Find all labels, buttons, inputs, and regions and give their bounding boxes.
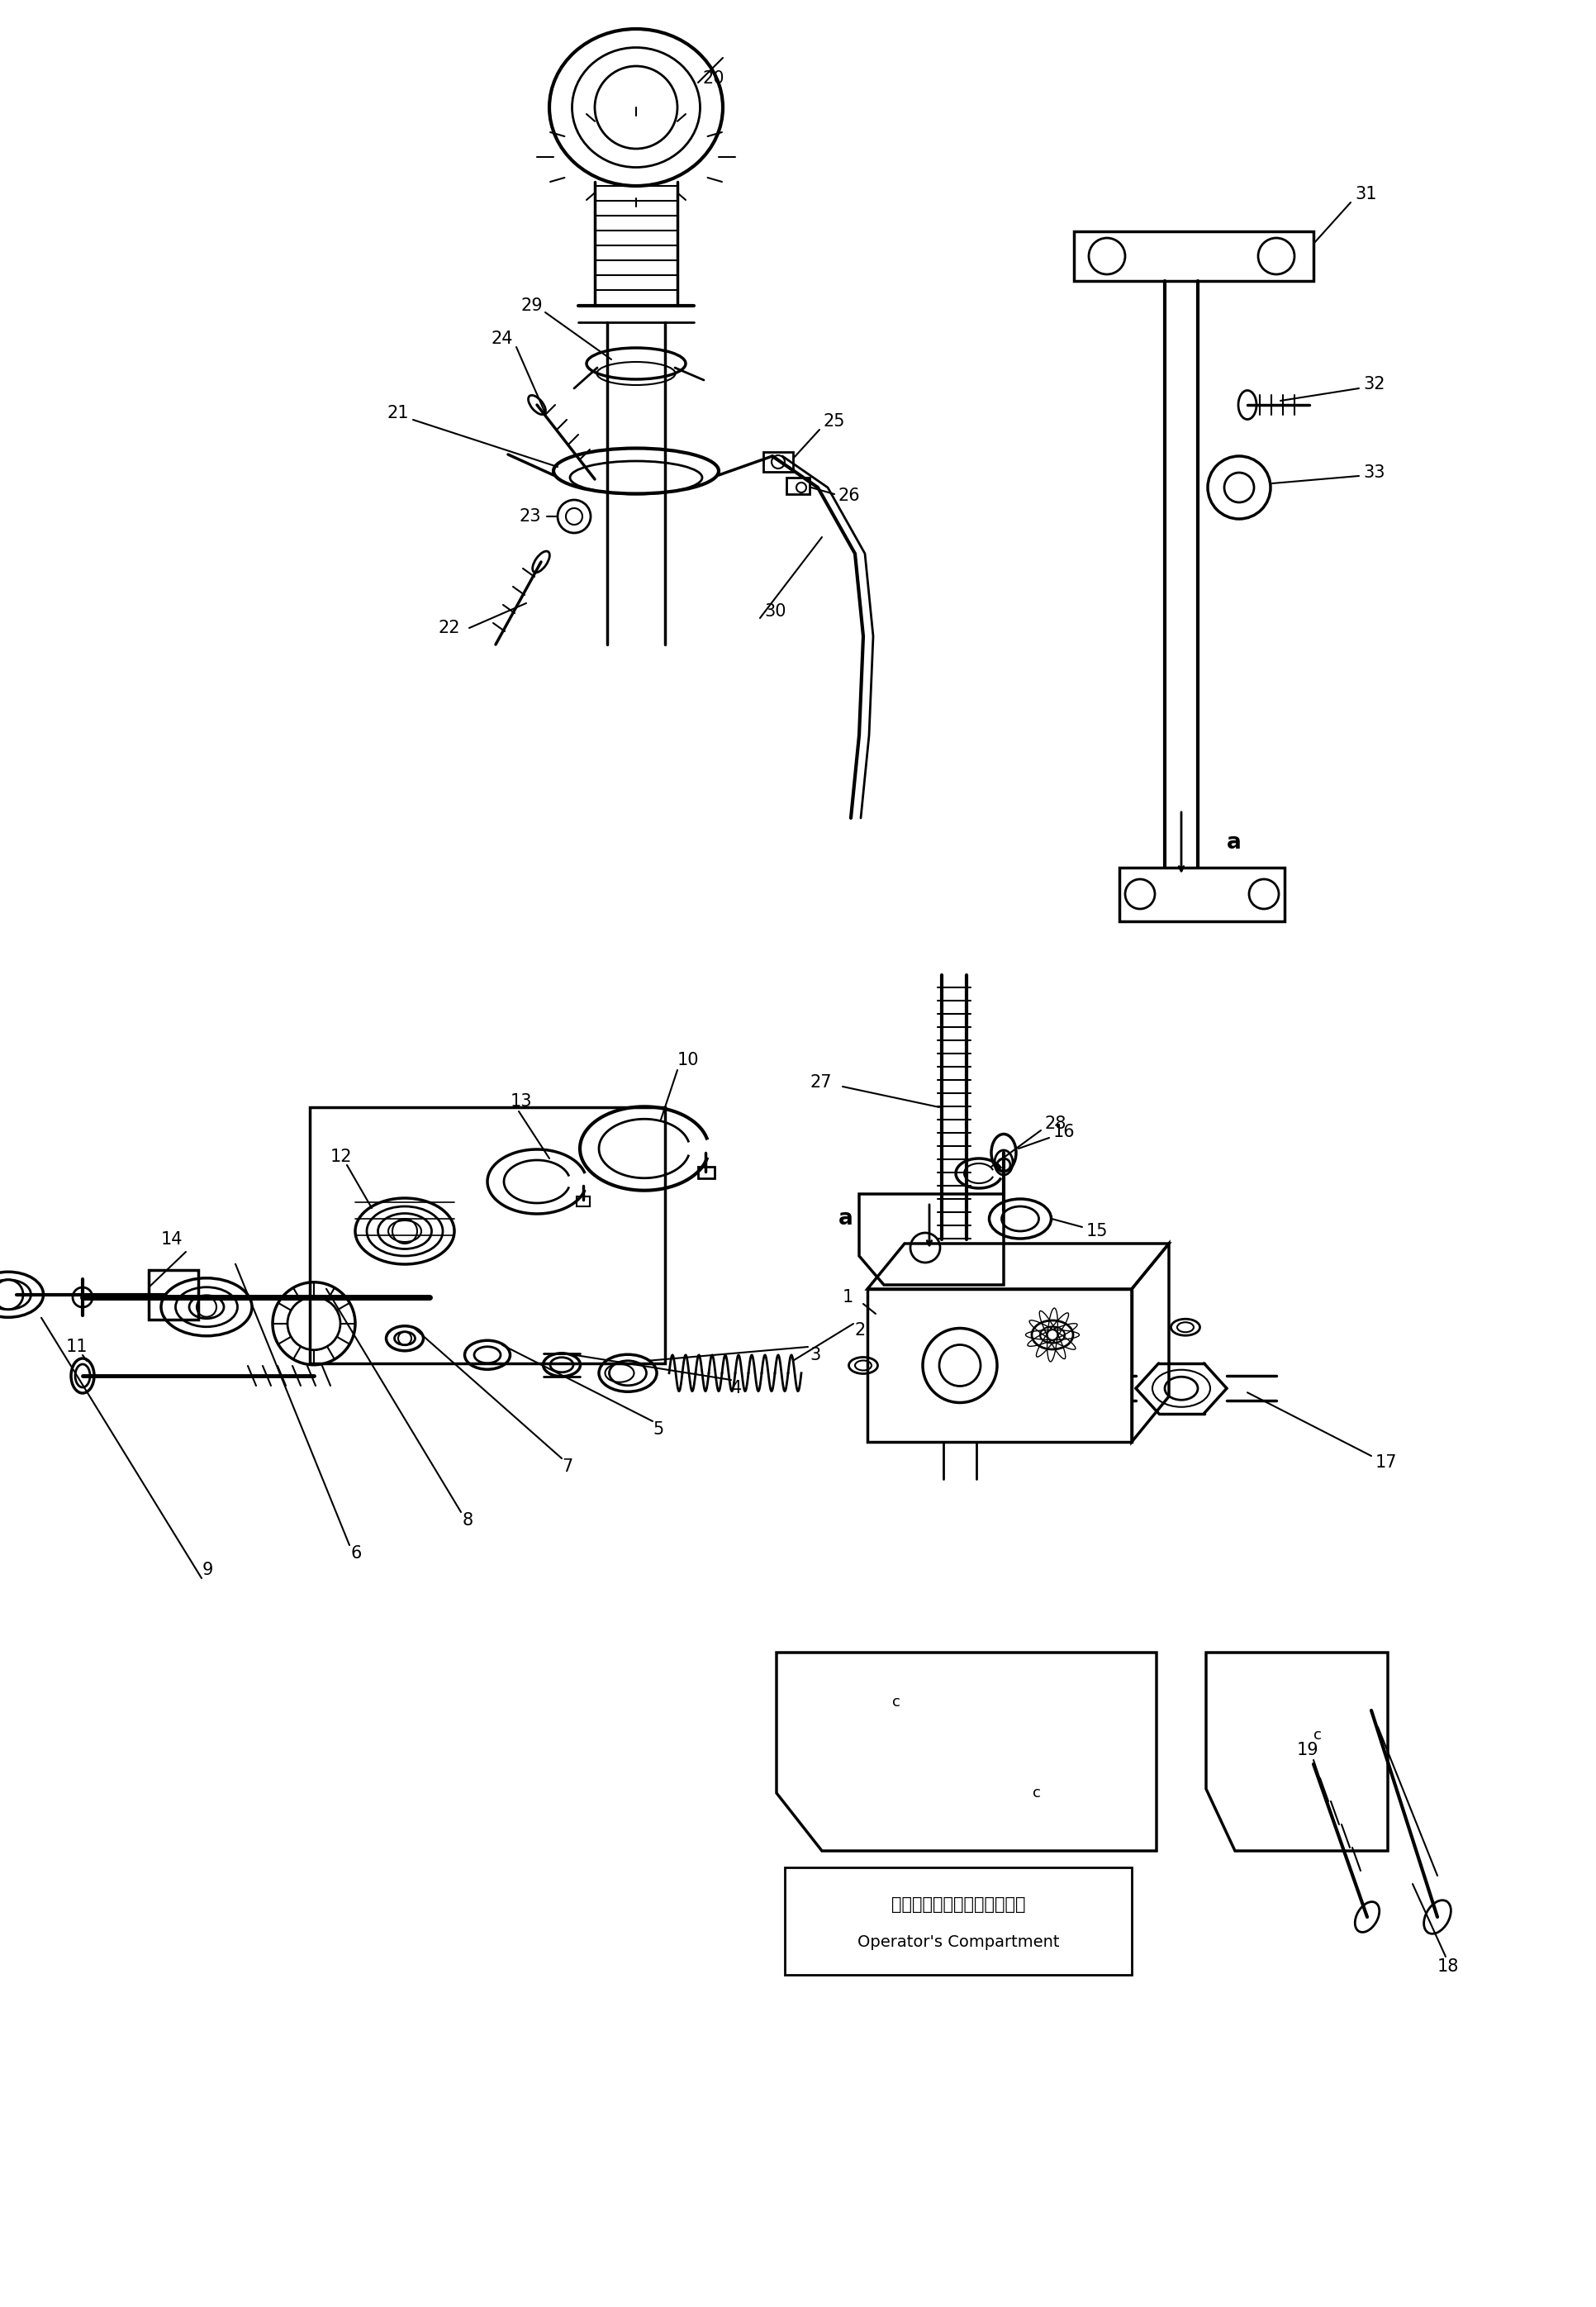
Text: a: a — [1227, 833, 1242, 854]
Bar — [763, 452, 793, 473]
Text: 26: 26 — [838, 487, 860, 503]
Text: 15: 15 — [1087, 1223, 1108, 1239]
Text: 14: 14 — [161, 1232, 184, 1248]
Text: 20: 20 — [702, 69, 725, 88]
Text: 10: 10 — [677, 1052, 699, 1068]
Bar — [310, 1107, 666, 1363]
Bar — [787, 478, 809, 494]
Text: 8: 8 — [463, 1511, 474, 1530]
Text: 18: 18 — [1438, 1959, 1459, 1975]
Text: a: a — [838, 1209, 854, 1230]
Text: 23: 23 — [519, 508, 541, 524]
Text: 12: 12 — [330, 1149, 353, 1165]
Text: 32: 32 — [1363, 376, 1385, 392]
Text: 24: 24 — [492, 330, 514, 346]
Text: 16: 16 — [1053, 1124, 1076, 1140]
Text: 2: 2 — [855, 1322, 867, 1338]
Bar — [1119, 867, 1285, 920]
Text: 33: 33 — [1363, 464, 1385, 480]
Text: c: c — [1033, 1786, 1041, 1799]
Text: 9: 9 — [203, 1562, 214, 1578]
Bar — [867, 1290, 1132, 1442]
Text: 6: 6 — [351, 1546, 362, 1562]
Bar — [697, 1167, 715, 1179]
Bar — [576, 1197, 591, 1207]
Text: 4: 4 — [731, 1380, 742, 1396]
Text: オペレータコンパートメント: オペレータコンパートメント — [891, 1896, 1025, 1913]
Text: 3: 3 — [809, 1347, 820, 1363]
Text: 1: 1 — [843, 1290, 854, 1306]
Text: 7: 7 — [562, 1458, 573, 1474]
Text: 30: 30 — [764, 602, 785, 621]
Bar — [785, 1866, 1132, 1975]
Text: 13: 13 — [511, 1094, 533, 1110]
Text: 25: 25 — [824, 413, 846, 429]
Text: 27: 27 — [809, 1075, 832, 1091]
Bar — [148, 1269, 198, 1320]
Text: 21: 21 — [386, 406, 409, 422]
Text: 19: 19 — [1298, 1742, 1318, 1758]
Text: 31: 31 — [1355, 187, 1377, 203]
Bar — [1074, 231, 1314, 281]
Text: c: c — [892, 1696, 900, 1709]
Text: c: c — [1314, 1728, 1321, 1742]
Text: 29: 29 — [520, 298, 543, 314]
Text: 17: 17 — [1376, 1453, 1398, 1472]
Text: Operator's Compartment: Operator's Compartment — [857, 1933, 1060, 1949]
Text: 22: 22 — [437, 621, 460, 637]
Text: 11: 11 — [65, 1338, 88, 1354]
Text: 5: 5 — [653, 1421, 664, 1437]
Text: 28: 28 — [1045, 1117, 1066, 1133]
